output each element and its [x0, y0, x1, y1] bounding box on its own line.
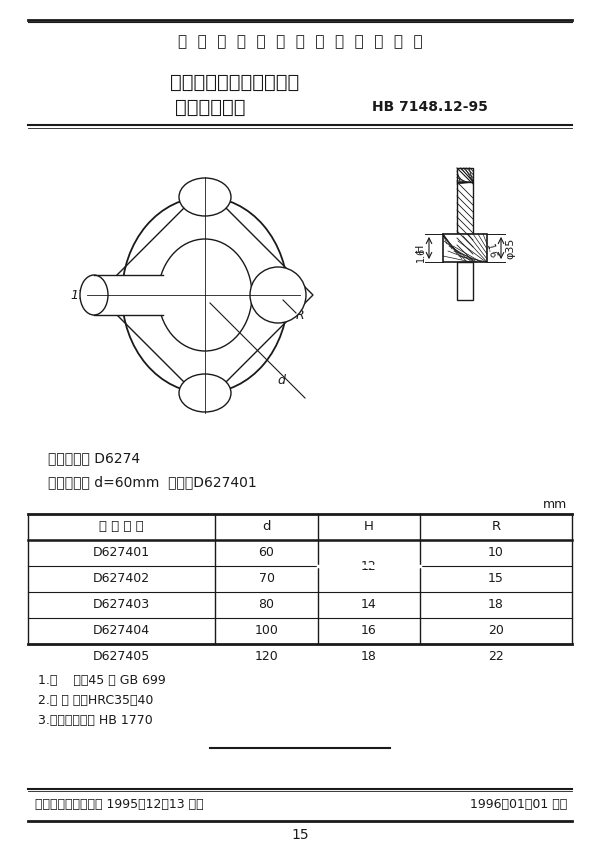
Text: D627402: D627402: [93, 572, 150, 586]
Text: 100: 100: [254, 625, 278, 638]
Text: 1996－01－01 实施: 1996－01－01 实施: [470, 799, 567, 812]
Bar: [94, 275, 163, 315]
Text: R: R: [296, 308, 305, 322]
Text: 60: 60: [259, 547, 274, 559]
Text: 14: 14: [361, 599, 377, 611]
Text: D627401: D627401: [93, 547, 150, 559]
Text: 120: 120: [254, 650, 278, 664]
Bar: [457, 262, 473, 300]
Ellipse shape: [250, 267, 306, 323]
Ellipse shape: [80, 275, 108, 315]
Text: H: H: [364, 520, 374, 533]
Text: 18: 18: [361, 650, 377, 664]
Text: 10: 10: [488, 547, 504, 559]
Text: 12: 12: [361, 559, 377, 572]
Ellipse shape: [179, 374, 231, 412]
Text: HB 7148.12-95: HB 7148.12-95: [372, 100, 488, 114]
Text: 17: 17: [70, 289, 86, 301]
Text: D627403: D627403: [93, 599, 150, 611]
Text: 20: 20: [488, 625, 504, 638]
Ellipse shape: [179, 178, 231, 216]
Text: 大型系列组合夹具紧固件: 大型系列组合夹具紧固件: [170, 72, 299, 92]
Text: 1.材    料：45 按 GB 699: 1.材 料：45 按 GB 699: [38, 673, 166, 687]
Text: 标记代号： d=60mm  标记为D627401: 标记代号： d=60mm 标记为D627401: [48, 475, 257, 489]
Text: 1.6: 1.6: [416, 246, 426, 261]
Text: 16: 16: [361, 625, 377, 638]
Text: 中  华  人  民  共  和  国  航  空  工  业  标  准: 中 华 人 民 共 和 国 航 空 工 业 标 准: [178, 35, 422, 49]
Bar: [457, 168, 473, 182]
Text: 标 记 代 号: 标 记 代 号: [99, 520, 144, 533]
Text: 15: 15: [488, 572, 504, 586]
Text: d: d: [277, 374, 285, 386]
Text: 四叶快卸垫圈: 四叶快卸垫圈: [175, 98, 245, 116]
Text: 3.技术条件：按 HB 1770: 3.技术条件：按 HB 1770: [38, 713, 153, 727]
Bar: [457, 182, 473, 234]
Text: R: R: [491, 520, 500, 533]
Text: 中国航空工业总公司 1995－12－13 发布: 中国航空工业总公司 1995－12－13 发布: [35, 799, 203, 812]
Text: φ35: φ35: [505, 238, 515, 259]
Text: mm: mm: [543, 498, 567, 510]
Text: D627405: D627405: [93, 650, 150, 664]
Text: D627404: D627404: [93, 625, 150, 638]
Text: 80: 80: [259, 599, 275, 611]
Text: H: H: [415, 244, 425, 252]
Text: 1.6: 1.6: [484, 244, 498, 261]
Text: 18: 18: [488, 599, 504, 611]
Text: 分类代号： D6274: 分类代号： D6274: [48, 451, 140, 465]
Text: 22: 22: [488, 650, 504, 664]
Text: d: d: [262, 520, 271, 533]
Text: 2.热 处 理：HRC35～40: 2.热 处 理：HRC35～40: [38, 694, 154, 706]
Bar: [443, 234, 487, 262]
Text: 70: 70: [259, 572, 275, 586]
Text: 15: 15: [291, 828, 309, 842]
